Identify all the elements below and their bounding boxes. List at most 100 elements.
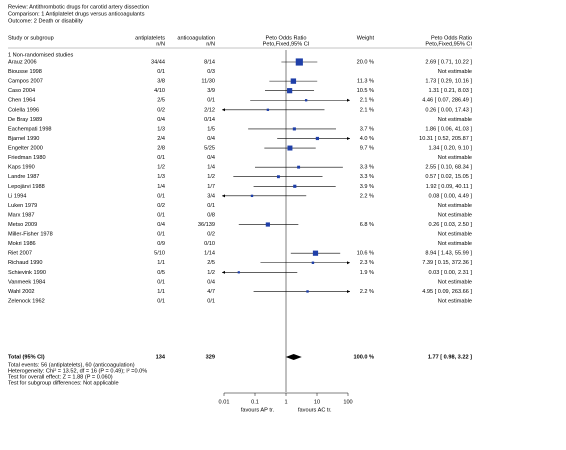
- ap-events: 34/44: [151, 59, 165, 65]
- or-label: Not estimable: [438, 298, 472, 304]
- point-estimate: [311, 261, 315, 264]
- study-name: Kaps 1990: [8, 165, 35, 171]
- or-label: 4.46 [ 0.07, 286.49 ]: [422, 98, 472, 104]
- ac-events: 2/5: [207, 260, 215, 266]
- col-plot-sub: Peto,Fixed,95% CI: [263, 41, 310, 47]
- ac-events: 3/9: [207, 88, 215, 94]
- or-label: Not estimable: [438, 155, 472, 161]
- col-or: Peto Odds Ratio: [431, 35, 472, 41]
- ap-events: 5/10: [154, 251, 165, 257]
- ap-events: 0/2: [157, 107, 165, 113]
- or-label: Not estimable: [438, 212, 472, 218]
- ac-events: 36/139: [198, 222, 215, 228]
- study-name: Mokri 1986: [8, 241, 36, 247]
- study-name: Luken 1979: [8, 203, 37, 209]
- review: Review: Antithrombotic drugs for carotid…: [8, 4, 149, 10]
- or-label: 0.26 [ 0.00, 17.43 ]: [425, 107, 472, 113]
- point-estimate: [312, 250, 319, 256]
- or-label: 7.39 [ 0.15, 372.36 ]: [422, 260, 472, 266]
- weight: 1.9 %: [360, 270, 374, 276]
- weight: 2.1 %: [360, 107, 374, 113]
- point-estimate: [315, 136, 320, 141]
- total-weight: 100.0 %: [353, 354, 374, 360]
- x-tick-label: 1: [284, 399, 287, 405]
- ap-events: 1/1: [157, 260, 165, 266]
- study-name: Zelenock 1962: [8, 298, 45, 304]
- x-tick-label: 100: [343, 399, 352, 405]
- study-name: Li 1994: [8, 193, 26, 199]
- study-name: De Bray 1989: [8, 117, 42, 123]
- study-name: Arauz 2006: [8, 59, 37, 65]
- ap-events: 0/1: [157, 232, 165, 238]
- point-estimate: [237, 271, 240, 274]
- or-label: Not estimable: [438, 203, 472, 209]
- point-estimate: [266, 108, 270, 111]
- point-estimate: [306, 290, 309, 293]
- ap-events: 1/3: [157, 126, 165, 132]
- ac-events: 4/7: [207, 289, 215, 295]
- or-label: 1.73 [ 0.29, 10.16 ]: [425, 79, 472, 85]
- ac-events: 0/14: [204, 117, 215, 123]
- ac-events: 1/4: [207, 165, 215, 171]
- study-name: Eachempati 1998: [8, 126, 52, 132]
- footnote: Total events: 56 (antiplatelets), 60 (an…: [8, 362, 135, 368]
- or-label: 0.26 [ 0.03, 2.50 ]: [428, 222, 472, 228]
- or-label: 2.55 [ 0.10, 68.34 ]: [425, 165, 472, 171]
- total-or: 1.77 [ 0.98, 3.22 ]: [428, 354, 472, 360]
- col-ap: antiplatelets: [135, 35, 165, 41]
- comparison: Comparison: 1 Antiplatelet drugs versus …: [8, 11, 145, 17]
- study-name: Vanmeek 1984: [8, 279, 45, 285]
- ci-arrow: [222, 270, 225, 274]
- weight: 3.7 %: [360, 126, 374, 132]
- or-label: 0.08 [ 0.00, 4.49 ]: [428, 193, 472, 199]
- point-estimate: [250, 194, 254, 198]
- total-ap: 134: [156, 354, 166, 360]
- ap-events: 0/1: [157, 298, 165, 304]
- weight: 3.9 %: [360, 184, 374, 190]
- ac-events: 5/25: [204, 146, 215, 152]
- weight: 2.1 %: [360, 98, 374, 104]
- total-name: Total (95% CI): [8, 354, 45, 360]
- study-name: Caso 2004: [8, 88, 35, 94]
- subgroup: 1 Non-randomised studies: [8, 52, 73, 58]
- col-or-sub: Peto,Fixed,95% CI: [425, 41, 472, 47]
- or-label: Not estimable: [438, 279, 472, 285]
- ap-events: 2/5: [157, 98, 165, 104]
- x-tick-label: 0.01: [219, 399, 230, 405]
- or-label: Not estimable: [438, 241, 472, 247]
- point-estimate: [295, 58, 303, 66]
- or-label: 10.31 [ 0.52, 205.87 ]: [419, 136, 472, 142]
- ap-events: 4/10: [154, 88, 165, 94]
- ac-events: 0/4: [207, 155, 215, 161]
- weight: 20.0 %: [357, 59, 374, 65]
- ap-events: 0/1: [157, 279, 165, 285]
- ac-events: 1/7: [207, 184, 215, 190]
- point-estimate: [304, 99, 308, 102]
- ci-arrow: [347, 261, 350, 265]
- ac-events: 1/14: [204, 251, 215, 257]
- or-label: 1.31 [ 0.21, 8.03 ]: [428, 88, 472, 94]
- study-name: Miller-Fisher 1978: [8, 232, 53, 238]
- weight: 10.6 %: [357, 251, 374, 257]
- ci-arrow: [222, 108, 225, 112]
- weight: 2.3 %: [360, 260, 374, 266]
- study-name: Metso 2009: [8, 222, 37, 228]
- ac-events: 1/5: [207, 126, 215, 132]
- point-estimate: [292, 127, 296, 131]
- weight: 9.7 %: [360, 146, 374, 152]
- ap-events: 0/1: [157, 69, 165, 75]
- ap-events: 3/8: [157, 79, 165, 85]
- col-weight: Weight: [357, 35, 375, 41]
- ac-events: 0/2: [207, 232, 215, 238]
- or-label: 8.94 [ 1.43, 55.99 ]: [425, 251, 472, 257]
- study-name: Richaud 1990: [8, 260, 43, 266]
- or-label: 1.92 [ 0.09, 40.11 ]: [426, 184, 473, 190]
- point-estimate: [265, 222, 270, 227]
- study-name: Colella 1996: [8, 107, 39, 113]
- or-label: 2.69 [ 0.71, 10.22 ]: [425, 59, 472, 65]
- or-label: 1.86 [ 0.06, 41.03 ]: [425, 126, 472, 132]
- ac-events: 0/8: [207, 212, 215, 218]
- ac-events: 0/4: [207, 279, 215, 285]
- study-name: Marx 1987: [8, 212, 34, 218]
- or-label: Not estimable: [438, 232, 472, 238]
